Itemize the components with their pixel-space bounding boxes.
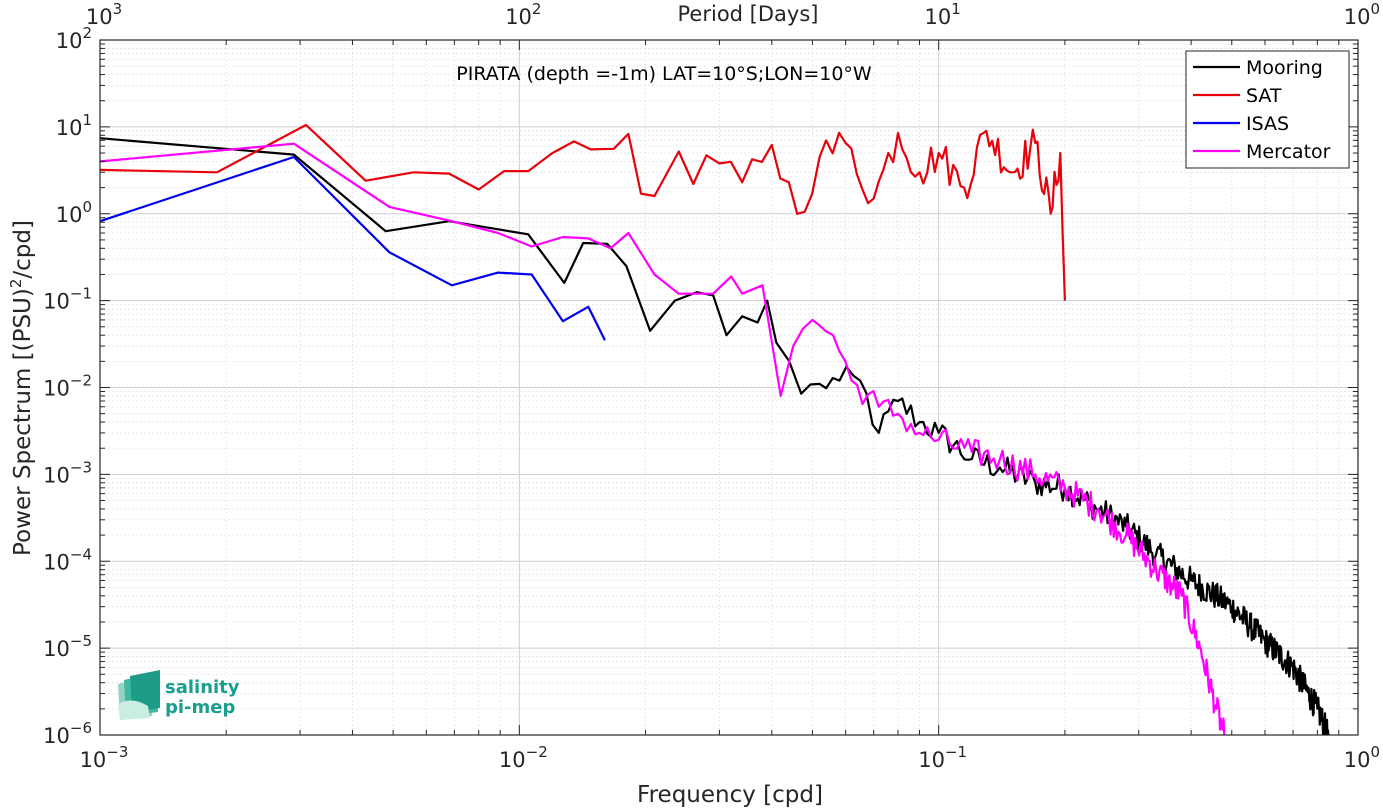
salinity-pi-mep-logo: salinity pi-mep bbox=[118, 670, 240, 720]
x-tick-label: 10−2 bbox=[499, 743, 548, 772]
top-tick-label: 102 bbox=[505, 0, 541, 29]
legend-label-mooring: Mooring bbox=[1246, 57, 1323, 79]
legend-label-isas: ISAS bbox=[1246, 113, 1289, 135]
x-tick-label: 10−3 bbox=[80, 743, 129, 772]
logo-text-line1: salinity bbox=[165, 677, 240, 698]
top-tick-label: 103 bbox=[86, 0, 122, 29]
y-tick-label: 10−4 bbox=[43, 545, 92, 574]
minor-grid bbox=[100, 40, 1358, 735]
y-tick-label: 100 bbox=[56, 198, 92, 227]
top-axis-label: Period [Days] bbox=[678, 2, 819, 26]
logo-text-line2: pi-mep bbox=[165, 697, 235, 718]
x-tick-label: 10−1 bbox=[918, 743, 967, 772]
logo-wave-icon bbox=[118, 670, 160, 720]
y-tick-label: 10−3 bbox=[43, 458, 92, 487]
y-tick-label: 10−2 bbox=[43, 372, 92, 401]
legend-box bbox=[1185, 50, 1350, 169]
x-axis-label: Frequency [cpd] bbox=[637, 782, 823, 808]
series-line-mercator bbox=[100, 142, 1226, 735]
top-tick-label: 100 bbox=[1344, 0, 1380, 29]
y-tick-label: 102 bbox=[56, 24, 92, 53]
legend-label-mercator: Mercator bbox=[1246, 141, 1331, 163]
chart-title: PIRATA (depth =-1m) LAT=10°S;LON=10°W bbox=[456, 63, 872, 85]
x-tick-label: 100 bbox=[1344, 743, 1380, 772]
y-tick-label: 101 bbox=[56, 111, 92, 140]
legend: Mooring SAT ISAS Mercator bbox=[1185, 50, 1350, 169]
top-tick-label: 101 bbox=[925, 0, 961, 29]
y-axis-label-tail: /cpd] bbox=[10, 220, 36, 279]
y-axis-label: Power Spectrum [(PSU)2/cpd] bbox=[7, 220, 36, 556]
y-tick-label: 10−1 bbox=[43, 285, 92, 314]
series-line-sat bbox=[100, 123, 1066, 301]
series-line-isas bbox=[100, 155, 606, 341]
y-axis-label-sup: 2 bbox=[7, 279, 25, 289]
y-tick-label: 10−6 bbox=[43, 719, 92, 748]
tick-marks bbox=[99, 39, 1359, 736]
series-layer bbox=[100, 123, 1330, 735]
legend-label-sat: SAT bbox=[1246, 85, 1282, 107]
y-tick-label: 10−5 bbox=[43, 632, 92, 661]
y-axis-label-main: Power Spectrum [(PSU) bbox=[10, 288, 36, 556]
